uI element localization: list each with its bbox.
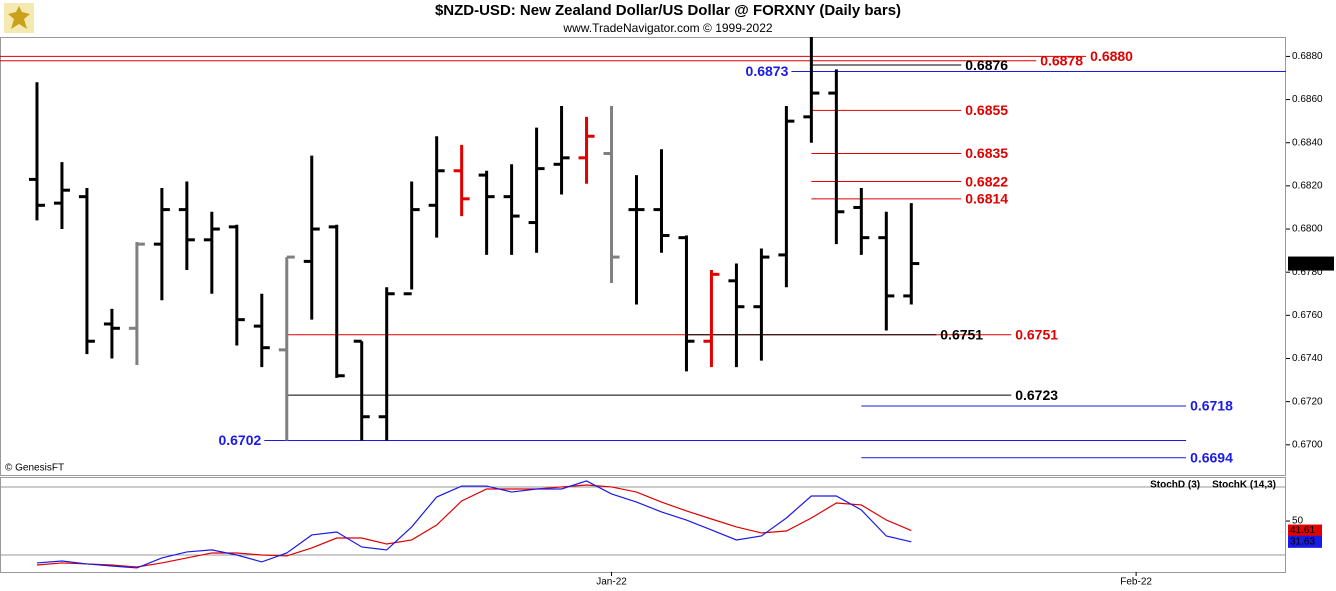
ohlc-bar — [703, 270, 720, 368]
level-label: 0.6814 — [965, 191, 1008, 207]
level-label: 0.6822 — [965, 173, 1008, 189]
chart-title: $NZD-USD: New Zealand Dollar/US Dollar @… — [435, 2, 901, 19]
last-price-label: 0.6784 — [1292, 258, 1323, 269]
end-value-label: 31.63 — [1290, 536, 1315, 547]
level-label: 0.6876 — [965, 57, 1008, 73]
x-tick-label: Feb-22 — [1120, 577, 1152, 588]
level-label: 0.6751 — [1015, 326, 1058, 342]
y-tick-label: 0.6780 — [1292, 267, 1323, 278]
ohlc-bar — [253, 293, 270, 368]
ohlc-bar — [753, 248, 770, 361]
end-value-label: 41.61 — [1290, 525, 1315, 536]
level-label: 0.6702 — [218, 432, 261, 448]
x-tick-label: Jan-22 — [596, 577, 627, 588]
ohlc-bar — [678, 235, 695, 372]
y-tick-label: 50 — [1292, 516, 1304, 527]
ohlc-bar — [553, 106, 570, 195]
level-label: 0.6718 — [1190, 398, 1233, 414]
ohlc-bar — [728, 263, 745, 368]
ohlc-bar — [478, 170, 495, 255]
stoch-line — [36, 480, 912, 569]
logo — [4, 3, 34, 33]
level-label: 0.6835 — [965, 145, 1008, 161]
ohlc-bar — [178, 181, 195, 271]
ohlc-bar — [378, 287, 395, 441]
ohlc-bar — [428, 136, 445, 238]
ohlc-bar — [803, 37, 820, 143]
ohlc-bar — [903, 203, 920, 305]
y-tick-label: 0.6740 — [1292, 353, 1323, 364]
ohlc-bar — [53, 162, 70, 230]
level-label: 0.6855 — [965, 102, 1008, 118]
logo-icon — [8, 6, 30, 29]
ohlc-bar — [503, 164, 520, 255]
level-label: 0.6880 — [1090, 48, 1133, 64]
ohlc-bar — [153, 188, 170, 301]
level-label: 0.6694 — [1190, 449, 1233, 465]
legend-entry: StochD (3) — [1150, 480, 1200, 491]
ohlc-bar — [653, 149, 670, 253]
end-value-box — [1288, 524, 1322, 537]
ohlc-bar — [128, 241, 145, 365]
ohlc-bar — [353, 339, 370, 441]
ohlc-bar — [453, 144, 470, 217]
y-tick-label: 0.6880 — [1292, 51, 1323, 62]
ohlc-bar — [103, 308, 120, 359]
ohlc-bar — [303, 155, 320, 320]
ohlc-bar — [403, 181, 420, 296]
ohlc-bar — [278, 255, 295, 441]
ohlc-bar — [228, 224, 245, 346]
level-label: 0.6873 — [746, 63, 789, 79]
end-value-box — [1288, 535, 1322, 548]
y-tick-label: 0.6800 — [1292, 224, 1323, 235]
last-price-box — [1288, 256, 1334, 271]
y-tick-label: 0.6860 — [1292, 94, 1323, 105]
ohlc-bar — [778, 106, 795, 288]
ohlc-bar — [828, 69, 845, 245]
ohlc-bar — [28, 82, 45, 221]
y-tick-label: 0.6760 — [1292, 310, 1323, 321]
ohlc-bar — [78, 188, 95, 355]
ohlc-bar — [578, 116, 595, 184]
y-tick-label: 0.6840 — [1292, 137, 1323, 148]
stoch-panel-frame — [0, 477, 1286, 573]
ohlc-bar — [328, 224, 345, 378]
y-tick-label: 0.6820 — [1292, 181, 1323, 192]
ohlc-bar — [853, 188, 870, 255]
level-label: 0.6751 — [940, 326, 983, 342]
y-tick-label: 0.6700 — [1292, 439, 1323, 450]
watermark: © GenesisFT — [5, 463, 64, 474]
legend-entry: StochK (14,3) — [1212, 480, 1276, 491]
chart-subtitle: www.TradeNavigator.com © 1999-2022 — [562, 21, 772, 35]
ohlc-bar — [603, 106, 620, 283]
ohlc-bar — [203, 211, 220, 294]
ohlc-bar — [528, 127, 545, 253]
y-tick-label: 0.6720 — [1292, 396, 1323, 407]
price-panel-frame — [0, 37, 1286, 476]
level-label: 0.6723 — [1015, 387, 1058, 403]
ohlc-bar — [878, 211, 895, 331]
ohlc-bar — [628, 175, 645, 305]
level-label: 0.6878 — [1040, 52, 1083, 68]
